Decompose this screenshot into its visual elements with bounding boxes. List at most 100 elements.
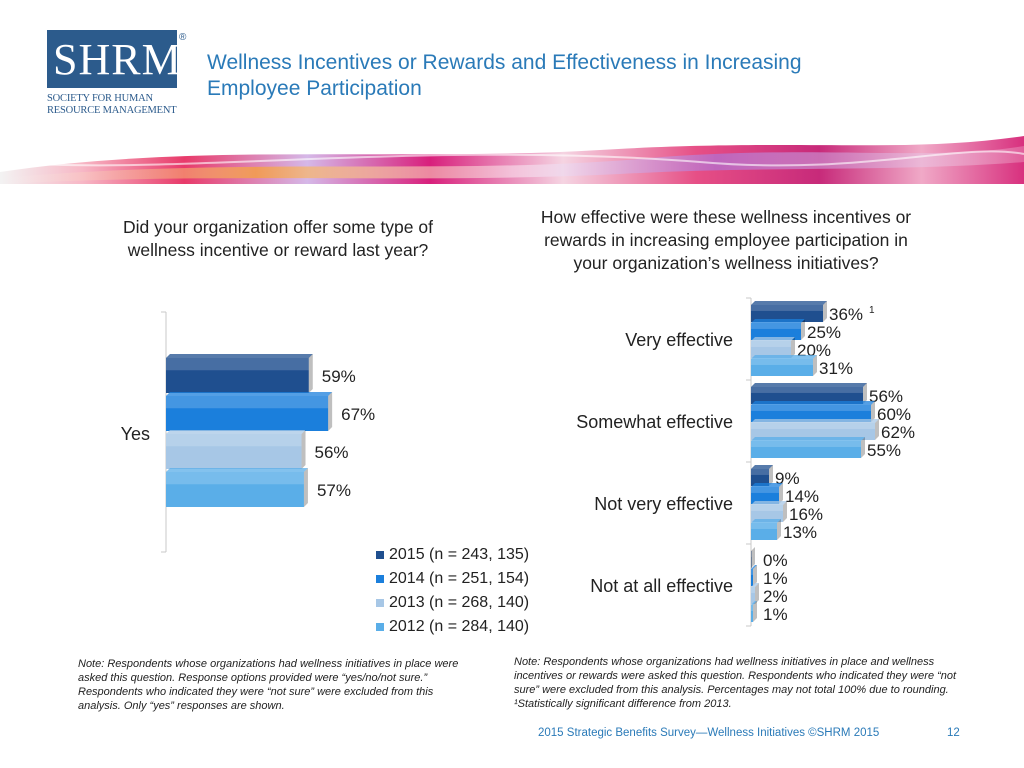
right-bar-somewhat-effective-2012-shine [751, 441, 861, 447]
right-value-label-somewhat-effective-2014: 60% [877, 405, 911, 424]
right-bar-not-at-all-effective-2013-side [755, 583, 759, 604]
right-value-label-very-effective-2015: 36% [829, 305, 863, 324]
right-bar-very-effective-2012-side [813, 355, 817, 376]
right-bar-not-very-effective-2014-side [779, 483, 783, 504]
right-bar-not-at-all-effective-2015 [751, 551, 752, 568]
right-bar-not-very-effective-2013-side [783, 501, 787, 522]
right-question-line2: rewards in increasing employee participa… [544, 230, 908, 250]
right-value-label-not-at-all-effective-2012: 1% [763, 605, 788, 624]
right-bar-somewhat-effective-2012-side [861, 437, 865, 458]
right-bar-not-very-effective-2012-shine [751, 523, 777, 529]
legend-swatch-2014 [376, 575, 384, 583]
right-bar-not-at-all-effective-2012-top [751, 601, 757, 605]
left-value-label-2013: 56% [315, 443, 349, 462]
legend-item-2014: 2014 (n = 251, 154) [376, 567, 529, 591]
right-value-label-not-very-effective-2013: 16% [789, 505, 823, 524]
right-value-label-somewhat-effective-2015: 56% [869, 387, 903, 406]
right-bar-not-at-all-effective-2012-side [753, 601, 757, 622]
left-question: Did your organization offer some type of… [78, 216, 478, 262]
right-bar-not-very-effective-2015 [751, 469, 769, 486]
right-value-label-not-very-effective-2014: 14% [785, 487, 819, 506]
left-bar-2015-side [308, 354, 313, 393]
left-bar-2015 [166, 358, 309, 393]
legend-swatch-2015 [376, 551, 384, 559]
right-bar-somewhat-effective-2014 [751, 405, 871, 422]
left-bar-2012-shine [166, 472, 304, 485]
logo-text: SHRM [53, 35, 182, 84]
right-bar-very-effective-2014-shine [751, 323, 801, 329]
left-bar-2014-side [328, 392, 333, 431]
logo-registered-mark: ® [179, 32, 187, 43]
right-bar-not-very-effective-2012 [751, 523, 777, 540]
right-value-label-somewhat-effective-2012: 55% [867, 441, 901, 460]
right-value-label-very-effective-2014: 25% [807, 323, 841, 342]
right-bar-somewhat-effective-2012-top [751, 437, 865, 441]
slide-title: Wellness Incentives or Rewards and Effec… [207, 50, 927, 102]
right-bar-not-very-effective-2015-top [751, 465, 773, 469]
right-bar-somewhat-effective-2013-shine [751, 423, 875, 429]
left-value-label-2015: 59% [322, 367, 356, 386]
right-category-label-not-very-effective: Not very effective [594, 494, 733, 514]
right-bar-very-effective-2012-shine [751, 359, 813, 365]
left-bar-2015-top [166, 354, 313, 358]
right-bar-not-at-all-effective-2014-shine [751, 569, 753, 575]
left-bar-2013-shine [166, 434, 302, 447]
right-bar-very-effective-2014-side [801, 319, 805, 340]
logo-box: SHRM [47, 30, 181, 88]
left-bar-2014-top [166, 392, 333, 396]
right-bar-very-effective-2013 [751, 341, 791, 358]
right-bar-very-effective-2012 [751, 359, 813, 376]
footer-text: 2015 Strategic Benefits Survey—Wellness … [538, 727, 880, 739]
left-bar-2012-side [303, 468, 308, 507]
right-bar-not-at-all-effective-2013 [751, 587, 755, 604]
left-bar-2012 [166, 472, 304, 507]
logo-subtitle-line2: RESOURCE MANAGEMENT [47, 105, 177, 116]
right-bar-very-effective-2014-top [751, 319, 805, 323]
legend-swatch-2013 [376, 599, 384, 607]
right-bar-not-very-effective-2015-shine [751, 469, 769, 475]
right-bar-somewhat-effective-2015-shine [751, 387, 863, 393]
left-bar-2013 [166, 434, 302, 469]
right-bar-not-at-all-effective-2015-side [751, 547, 755, 568]
right-bar-not-at-all-effective-2015-shine [751, 551, 752, 557]
right-value-label-very-effective-2012: 31% [819, 359, 853, 378]
right-bar-not-very-effective-2013-top [751, 501, 787, 505]
left-bar-2014 [166, 396, 329, 431]
legend-item-2015: 2015 (n = 243, 135) [376, 543, 529, 567]
right-question-line1: How effective were these wellness incent… [540, 207, 912, 227]
legend-label-2012: 2012 (n = 284, 140) [389, 618, 530, 635]
right-bar-very-effective-2012-top [751, 355, 817, 359]
right-bar-not-at-all-effective-2013-shine [751, 587, 755, 593]
right-bar-somewhat-effective-2015-top [751, 383, 867, 387]
right-bar-somewhat-effective-2015 [751, 387, 863, 404]
right-bar-not-very-effective-2013-shine [751, 505, 783, 511]
right-category-label-not-at-all-effective: Not at all effective [590, 576, 733, 596]
legend-label-2013: 2013 (n = 268, 140) [389, 594, 530, 611]
chart-legend: 2015 (n = 243, 135) 2014 (n = 251, 154) … [376, 543, 529, 639]
left-value-label-2014: 67% [341, 405, 375, 424]
right-category-label-somewhat-effective: Somewhat effective [576, 412, 733, 432]
right-question-line3: your organization’s wellness initiatives… [573, 253, 879, 273]
right-bar-not-very-effective-2012-top [751, 519, 781, 523]
right-bar-somewhat-effective-2014-side [871, 401, 875, 422]
right-bar-very-effective-2015-top [751, 301, 827, 305]
right-category-label-very-effective: Very effective [625, 330, 733, 350]
right-bar-not-very-effective-2014-shine [751, 487, 779, 493]
right-value-label-somewhat-effective-2013: 62% [881, 423, 915, 442]
right-bar-very-effective-2013-shine [751, 341, 791, 347]
right-bar-very-effective-2014 [751, 323, 801, 340]
right-bar-somewhat-effective-2014-shine [751, 405, 871, 411]
right-bar-somewhat-effective-2013 [751, 423, 875, 440]
right-bar-somewhat-effective-2013-side [875, 419, 879, 440]
right-bar-very-effective-2015-shine [751, 305, 823, 311]
legend-swatch-2012 [376, 623, 384, 631]
right-bar-not-very-effective-2013 [751, 505, 783, 522]
right-bar-not-at-all-effective-2013-top [751, 583, 759, 587]
right-bar-not-at-all-effective-2014-side [753, 565, 757, 586]
legend-label-2014: 2014 (n = 251, 154) [389, 570, 530, 587]
right-bar-not-at-all-effective-2012 [751, 605, 753, 622]
right-bar-not-very-effective-2014-top [751, 483, 783, 487]
legend-item-2012: 2012 (n = 284, 140) [376, 615, 529, 639]
left-bar-2013-side [301, 430, 306, 469]
